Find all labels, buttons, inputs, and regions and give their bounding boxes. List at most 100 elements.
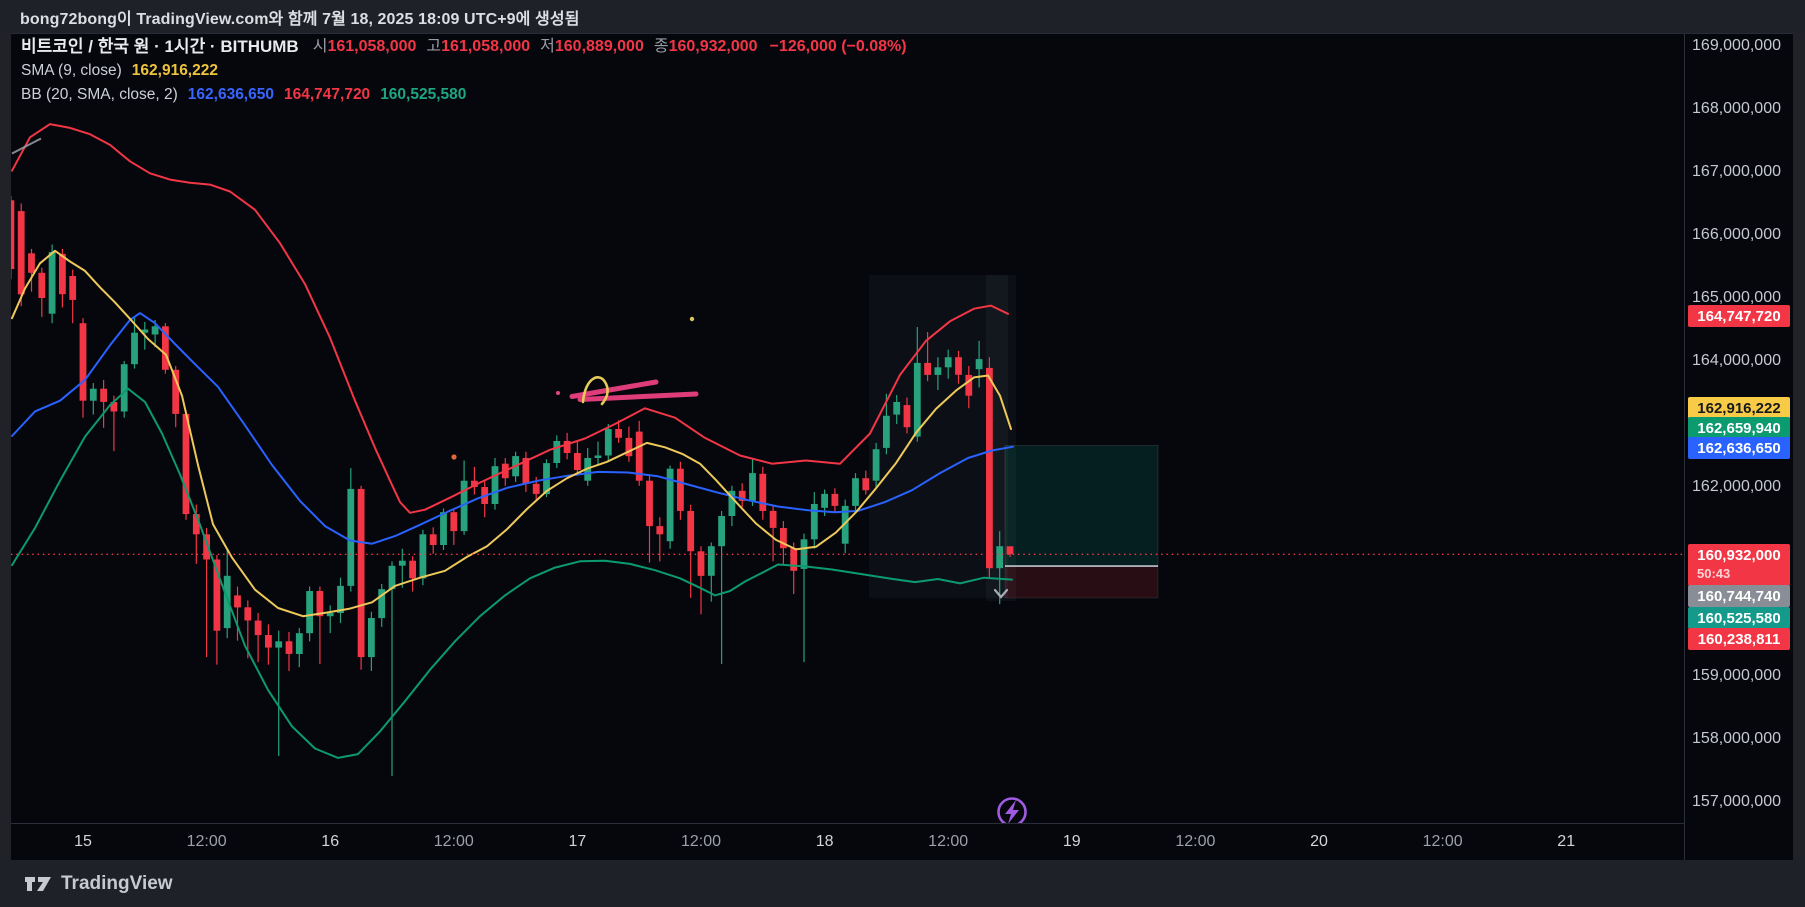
candle [471, 480, 478, 487]
brush-arrow-stroke[interactable] [569, 379, 659, 399]
price-tick-label: 158,000,000 [1692, 730, 1781, 747]
candle [11, 200, 15, 269]
brush-arrow-stroke[interactable] [577, 391, 699, 402]
price-tick-label: 169,000,000 [1692, 37, 1781, 54]
time-tick-label: 20 [1310, 833, 1328, 850]
price-axis-badge: 162,659,940 [1688, 417, 1790, 439]
candle [563, 441, 571, 453]
candle [955, 357, 962, 375]
brush-dot [451, 454, 457, 460]
legend-sma-row[interactable]: SMA (9, close) 162,916,222 [21, 63, 907, 79]
candle [810, 504, 818, 540]
bb-indicator-label: BB (20, SMA, close, 2) [21, 85, 178, 103]
long-position-profit-zone[interactable] [1004, 444, 1159, 567]
candle [409, 560, 416, 579]
long-position-stop-zone[interactable] [1004, 565, 1159, 599]
candle [398, 560, 406, 566]
time-tick-label: 12:00 [928, 833, 969, 850]
price-axis-badge: 162,916,222 [1688, 397, 1790, 419]
candle [89, 388, 97, 401]
candle [532, 483, 540, 494]
candle [357, 488, 365, 658]
candle [852, 478, 859, 506]
candle [800, 539, 808, 569]
candle [17, 211, 25, 295]
lightning-icon[interactable] [997, 797, 1027, 824]
candle [213, 559, 221, 631]
candle [635, 431, 643, 481]
candle [841, 505, 849, 544]
bb-upper-value: 164,747,720 [283, 85, 371, 103]
candle [883, 415, 890, 448]
candle [38, 272, 46, 298]
candle [687, 510, 695, 552]
price-chart-canvas[interactable] [11, 34, 1684, 823]
candle [234, 595, 241, 608]
bb_upper-line [11, 123, 1009, 514]
price-change: −126,000 (−0.08%) [769, 37, 907, 55]
candle [965, 374, 973, 396]
candle [749, 473, 756, 501]
chart-legend: 비트코인 / 한국 원 · 1시간 · BITHUMB 시161,058,000… [21, 38, 907, 110]
time-tick-label: 17 [568, 833, 587, 850]
bb_lower-line [11, 387, 1013, 759]
candle [79, 323, 87, 401]
candle [1006, 546, 1014, 555]
candle [347, 488, 355, 586]
candle [697, 551, 705, 576]
candle [913, 362, 921, 437]
price-tick-label: 164,000,000 [1692, 352, 1781, 369]
price-axis[interactable]: 169,000,000 168,000,000 167,000,000 166,000… [1684, 33, 1793, 860]
position-tool-selection[interactable] [869, 275, 1008, 598]
price-tick-label: 159,000,000 [1692, 667, 1781, 684]
price-axis-badge: 160,525,580 [1688, 607, 1790, 629]
brush-dot [689, 316, 695, 322]
candle [388, 565, 396, 590]
candle [728, 490, 736, 516]
candle [615, 429, 622, 438]
snapshot-footer: TradingView [0, 860, 1805, 907]
candle [120, 364, 128, 412]
candle [656, 526, 664, 535]
candle [450, 512, 458, 532]
tradingview-brand[interactable]: TradingView [24, 872, 173, 896]
candle [574, 453, 581, 470]
candle [110, 402, 118, 412]
candle [48, 252, 56, 314]
candle [893, 402, 901, 415]
candle [831, 493, 839, 506]
candle [203, 534, 210, 560]
candle [69, 276, 77, 300]
candle [491, 466, 499, 504]
price-tick-label: 162,000,000 [1692, 478, 1781, 495]
price-axis-badge: 162,636,650 [1688, 437, 1790, 459]
candle [182, 413, 190, 515]
price-axis-badge: 164,747,720 [1688, 305, 1790, 327]
time-axis[interactable]: 15 12:00 16 12:00 17 12:00 18 12:00 19 12:00 20 12:… [11, 823, 1684, 860]
candle [162, 326, 169, 370]
legend-bb-row[interactable]: BB (20, SMA, close, 2) 162,636,650 164,7… [21, 85, 907, 103]
symbol-title[interactable]: 비트코인 / 한국 원 · 1시간 · BITHUMB [21, 37, 299, 56]
candle [625, 437, 633, 457]
sma-value: 162,916,222 [131, 62, 218, 79]
down-arrow-marker[interactable] [993, 588, 1009, 599]
time-tick-label: 19 [1062, 833, 1081, 850]
candle [821, 493, 828, 508]
candle [862, 478, 870, 491]
candle [553, 441, 561, 463]
candle [141, 329, 149, 333]
chart-pane[interactable]: 비트코인 / 한국 원 · 1시간 · BITHUMB 시161,058,000… [11, 33, 1684, 823]
candle [295, 633, 303, 654]
candle [780, 528, 787, 549]
time-tick-label: 18 [815, 833, 834, 850]
candle [192, 514, 200, 535]
lightning-bolt [1005, 800, 1019, 823]
time-tick-label: 12:00 [680, 833, 722, 850]
price-tick-label: 168,000,000 [1692, 100, 1781, 117]
sma9-line [11, 249, 1012, 618]
price-axis-badge: 160,238,811 [1688, 628, 1790, 650]
brush-arc-stroke[interactable] [581, 376, 609, 406]
candle [986, 367, 993, 569]
price-axis-badge: 160,932,000 50:43 [1688, 544, 1790, 586]
candle [254, 620, 262, 636]
